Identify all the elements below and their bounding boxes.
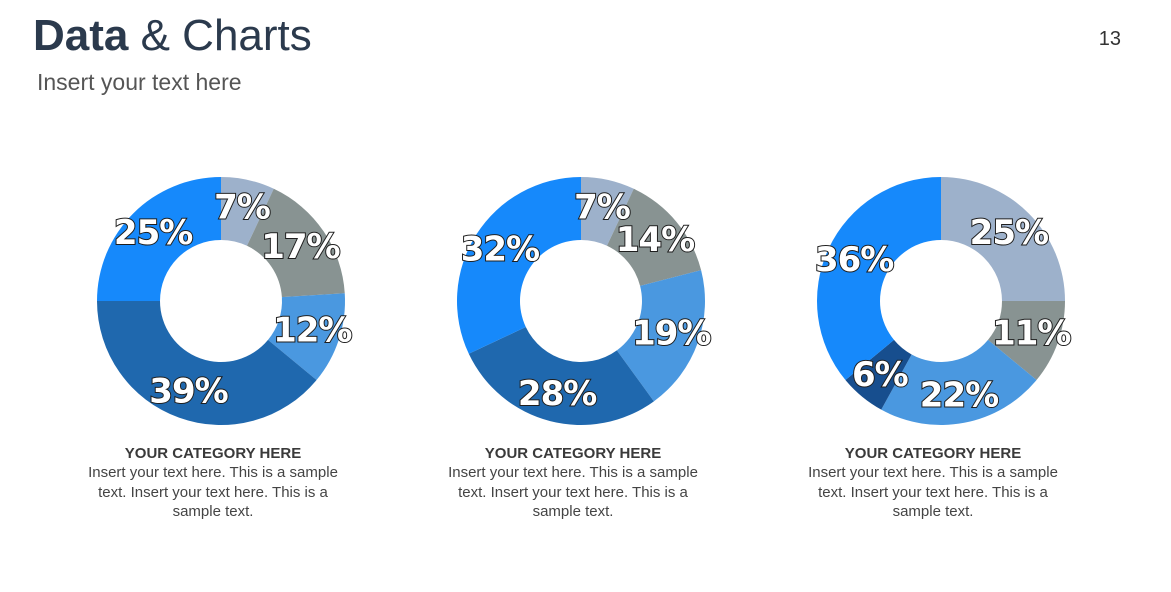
chart-1-slice-1 bbox=[221, 177, 274, 246]
page-title: Data & Charts bbox=[33, 10, 312, 62]
chart-3-data-label-2: 11% bbox=[992, 314, 1070, 354]
chart-2-caption-title: YOUR CATEGORY HERE bbox=[484, 445, 662, 462]
chart-3-caption-title: YOUR CATEGORY HERE bbox=[844, 445, 1022, 462]
chart-3-data-label-1: 25% bbox=[970, 213, 1048, 253]
chart-1-data-label-3: 12% bbox=[273, 311, 351, 351]
donut-chart-3: 25% 11% 22% 6% 36% bbox=[810, 170, 1073, 432]
chart-1-caption-title: YOUR CATEGORY HERE bbox=[124, 445, 302, 462]
chart-3-caption: YOUR CATEGORY HERE Insert your text here… bbox=[783, 444, 1083, 522]
chart-1-slice-2 bbox=[246, 188, 345, 298]
chart-3-slice-4 bbox=[845, 339, 912, 410]
chart-1-caption-text: Insert your text here. This is a sample … bbox=[88, 464, 338, 520]
chart-1-data-label-5: 25% bbox=[114, 213, 192, 253]
page-subtitle: Insert your text here bbox=[37, 69, 242, 95]
donut-chart-2-svg: 7%14% 19% 28% 32% bbox=[456, 177, 713, 426]
chart-3-slice-2 bbox=[988, 301, 1065, 381]
page-title-bold: Data bbox=[33, 11, 129, 60]
chart-3-data-label-4: 6% bbox=[852, 355, 908, 395]
chart-1-data-label-2: 17% bbox=[261, 227, 339, 267]
chart-3-slice-1 bbox=[941, 177, 1065, 301]
chart-2-data-label-4: 28% bbox=[518, 374, 596, 414]
chart-2-data-label-3: 19% bbox=[632, 314, 710, 354]
chart-3-slice-5 bbox=[817, 177, 941, 381]
donut-chart-2: 7% 14% 19% 28% 32% bbox=[450, 170, 713, 432]
chart-2-data-label-2: 14% bbox=[616, 220, 694, 260]
chart-3-data-label-3: 22% bbox=[920, 375, 998, 415]
chart-2-caption-text: Insert your text here. This is a sample … bbox=[448, 464, 698, 520]
chart-1-caption: YOUR CATEGORY HERE Insert your text here… bbox=[63, 444, 363, 522]
chart-1-data-label-4: 39% bbox=[149, 371, 227, 411]
donut-chart-1: 7% 17% 12% 39% 25% bbox=[90, 170, 353, 432]
chart-2-slice-2 bbox=[606, 188, 702, 286]
chart-2-slice-1 bbox=[581, 177, 634, 246]
page-number: 13 bbox=[1098, 28, 1121, 50]
chart-2-slice-4 bbox=[468, 326, 654, 426]
donut-chart-1-svg: 7%17% 12% 39% 25% bbox=[97, 177, 353, 425]
chart-2-caption: YOUR CATEGORY HERE Insert your text here… bbox=[423, 444, 723, 522]
chart-2-slice-3 bbox=[616, 270, 705, 402]
chart-2-slice-5 bbox=[456, 177, 581, 354]
chart-3-slice-3 bbox=[881, 339, 1037, 425]
chart-3-data-label-5: 36% bbox=[815, 240, 893, 280]
donut-chart-3-svg: 25% 11% 22% 6% 36% bbox=[814, 177, 1073, 425]
chart-1-slice-5 bbox=[97, 177, 221, 301]
chart-3-caption-text: Insert your text here. This is a sample … bbox=[808, 464, 1058, 520]
chart-2-data-label-1: 7% bbox=[574, 187, 630, 227]
page-title-rest: & Charts bbox=[140, 11, 312, 60]
chart-1-slice-4 bbox=[97, 301, 317, 425]
chart-1-slice-3 bbox=[268, 293, 346, 381]
chart-1-data-label-1: 7% bbox=[214, 187, 270, 227]
chart-2-data-label-5: 32% bbox=[461, 230, 539, 270]
